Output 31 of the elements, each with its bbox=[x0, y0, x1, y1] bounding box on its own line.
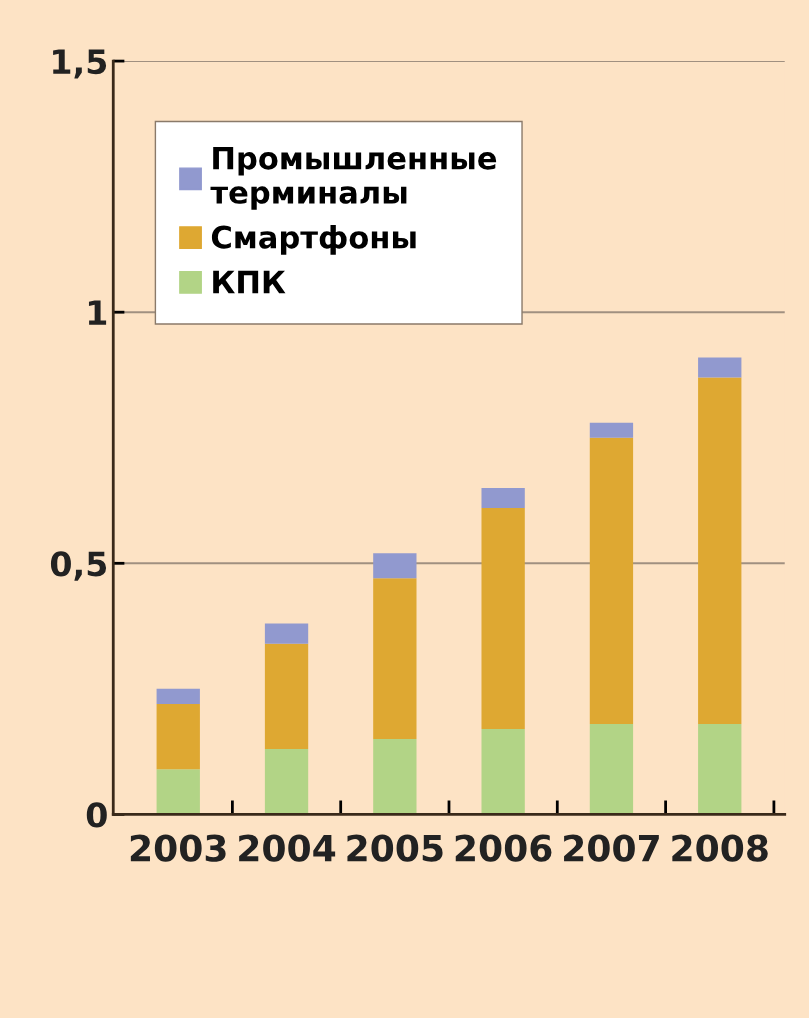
bar bbox=[481, 487, 525, 509]
bar bbox=[589, 422, 634, 438]
legend-label: Промышленные терминалы bbox=[210, 146, 497, 210]
y-tick-label: 0,5 bbox=[50, 551, 107, 581]
bar bbox=[156, 703, 200, 770]
x-tick-label: 2004 bbox=[239, 834, 336, 862]
bar bbox=[264, 643, 309, 750]
x-tick-label: 2003 bbox=[130, 834, 226, 862]
bar bbox=[698, 357, 742, 378]
y-tick-label: 1,5 bbox=[53, 49, 107, 79]
bar bbox=[589, 437, 634, 724]
bar bbox=[481, 729, 525, 815]
y-tick-label: 1 bbox=[88, 300, 107, 325]
bar bbox=[698, 377, 742, 724]
y-tick-label: 0 bbox=[86, 802, 107, 828]
bar bbox=[373, 739, 417, 815]
bar bbox=[373, 553, 417, 579]
bar bbox=[698, 724, 742, 815]
bar bbox=[373, 578, 417, 740]
bar bbox=[156, 769, 200, 815]
bar bbox=[481, 508, 525, 730]
legend-label: КПК bbox=[213, 270, 286, 294]
x-tick-label: 2007 bbox=[564, 834, 659, 862]
x-tick-label: 2005 bbox=[347, 834, 443, 862]
bar bbox=[156, 688, 200, 704]
x-tick-label: 2008 bbox=[672, 834, 768, 862]
bar bbox=[589, 724, 634, 815]
bar bbox=[264, 623, 309, 644]
x-tick-label: 2006 bbox=[455, 834, 552, 862]
legend-label: Смартфоны bbox=[211, 225, 416, 255]
bar bbox=[264, 749, 309, 815]
